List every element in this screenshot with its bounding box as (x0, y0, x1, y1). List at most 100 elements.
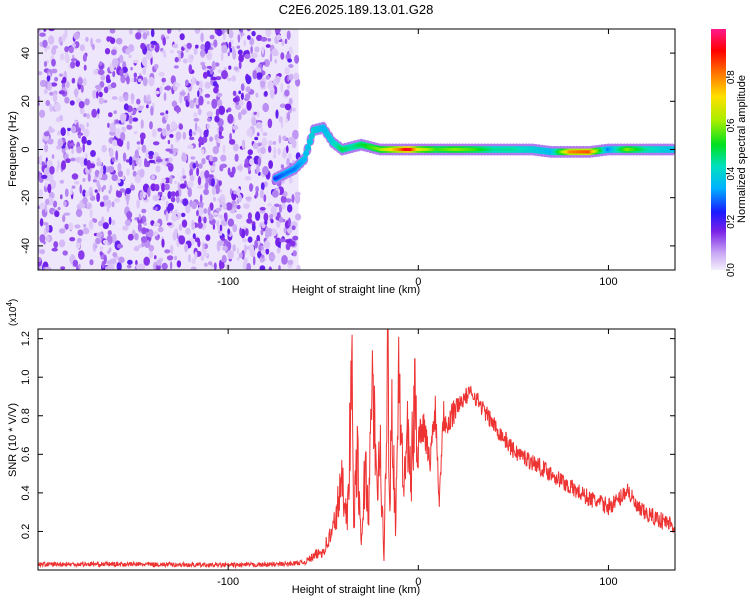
noise-blob (229, 171, 235, 178)
noise-blob (161, 238, 165, 248)
noise-blob (206, 123, 210, 130)
noise-blob (256, 132, 260, 137)
noise-blob (161, 50, 166, 54)
noise-blob (182, 58, 188, 64)
noise-blob (294, 54, 300, 64)
noise-blob (165, 211, 169, 222)
noise-blob (70, 188, 73, 196)
noise-blob (157, 191, 163, 196)
noise-blob (212, 81, 218, 87)
noise-blob (105, 266, 109, 270)
noise-blob (254, 239, 258, 249)
noise-blob (38, 266, 41, 270)
noise-blob (86, 139, 92, 146)
noise-blob (80, 84, 84, 93)
noise-blob (90, 192, 93, 199)
noise-blob (232, 90, 237, 97)
noise-blob (174, 180, 177, 185)
noise-blob (197, 185, 204, 189)
noise-blob (260, 228, 264, 236)
noise-blob (273, 86, 278, 95)
noise-blob (267, 38, 272, 42)
noise-blob (211, 60, 216, 71)
noise-blob (268, 140, 273, 147)
noise-blob (296, 264, 301, 270)
noise-blob (164, 183, 170, 191)
noise-blob (219, 164, 224, 172)
noise-blob (162, 128, 167, 137)
noise-blob (44, 266, 52, 270)
noise-blob (184, 243, 189, 253)
top-x-tick-label: -100 (217, 276, 239, 288)
noise-blob (281, 40, 285, 46)
noise-blob (149, 121, 153, 130)
noise-blob (48, 29, 55, 32)
noise-blob (273, 146, 277, 156)
noise-blob (204, 81, 211, 89)
noise-blob (202, 242, 205, 250)
noise-blob (212, 156, 218, 162)
noise-blob (161, 77, 166, 83)
noise-blob (285, 243, 291, 251)
noise-blob (77, 237, 82, 243)
noise-blob (221, 44, 228, 54)
noise-blob (139, 168, 145, 178)
noise-blob (137, 146, 141, 151)
noise-blob (111, 233, 117, 244)
noise-blob (96, 180, 100, 188)
noise-blob (204, 182, 209, 190)
noise-blob (47, 81, 52, 91)
noise-blob (179, 91, 186, 96)
noise-blob (111, 49, 117, 56)
noise-blob (255, 121, 263, 129)
noise-blob (148, 159, 155, 164)
noise-blob (133, 59, 139, 64)
noise-blob (116, 178, 121, 184)
noise-blob (261, 61, 266, 66)
noise-blob (178, 123, 184, 130)
noise-blob (164, 86, 168, 91)
noise-blob (246, 218, 253, 224)
noise-blob (125, 187, 132, 195)
colorbar-tick-label: 0.6 (726, 118, 737, 132)
noise-blob (194, 237, 200, 243)
noise-blob (252, 142, 259, 149)
noise-blob (103, 86, 109, 94)
noise-blob (141, 29, 146, 33)
noise-blob (54, 210, 60, 218)
noise-blob (251, 30, 256, 37)
noise-blob (190, 266, 197, 270)
noise-blob (259, 265, 266, 270)
noise-blob (116, 190, 123, 198)
noise-blob (71, 173, 79, 180)
noise-blob (87, 173, 91, 182)
noise-blob (112, 70, 116, 78)
noise-blob (122, 152, 127, 162)
noise-blob (178, 29, 181, 32)
noise-blob (260, 254, 265, 259)
noise-blob (71, 125, 77, 134)
noise-blob (273, 154, 276, 159)
noise-blob (232, 49, 237, 60)
noise-blob (73, 88, 79, 96)
noise-blob (130, 100, 135, 105)
noise-blob (60, 127, 66, 136)
noise-blob (163, 53, 167, 58)
noise-blob (278, 134, 282, 144)
noise-blob (204, 252, 209, 257)
noise-blob (168, 29, 172, 34)
noise-blob (275, 109, 279, 119)
noise-blob (150, 29, 155, 38)
noise-blob (287, 259, 294, 265)
noise-blob (146, 104, 149, 109)
noise-blob (83, 64, 87, 71)
noise-blob (169, 175, 173, 185)
noise-blob (285, 239, 291, 244)
noise-blob (176, 195, 180, 204)
noise-blob (155, 158, 163, 163)
noise-blob (256, 111, 260, 118)
noise-blob (174, 255, 178, 261)
noise-blob (243, 257, 248, 264)
noise-blob (38, 257, 42, 263)
